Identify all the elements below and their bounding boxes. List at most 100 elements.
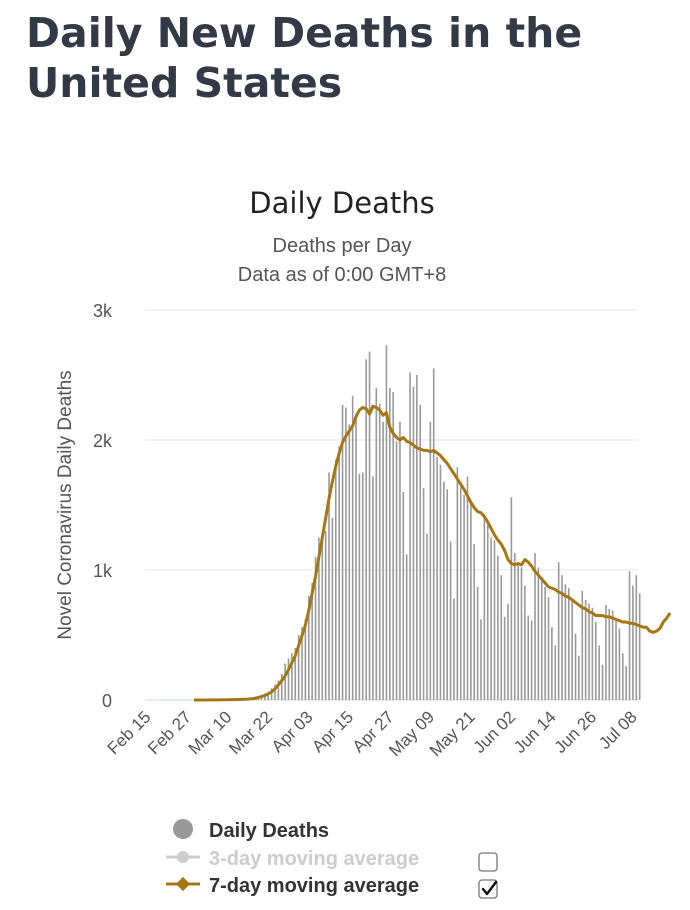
bar: [574, 633, 577, 700]
bar: [449, 541, 452, 700]
bar: [547, 597, 550, 700]
chart-grid: [145, 309, 638, 701]
bar: [439, 464, 442, 700]
bar: [463, 494, 465, 700]
bar: [618, 628, 621, 700]
x-tick-label: May 21: [426, 707, 479, 760]
bar: [389, 388, 391, 700]
bar: [588, 603, 590, 700]
bar: [578, 655, 580, 700]
bar: [385, 345, 388, 700]
legend-label: Daily Deaths: [209, 820, 329, 842]
bar-series: [193, 345, 641, 700]
bar: [638, 593, 641, 700]
bar: [304, 619, 307, 700]
bar: [287, 658, 290, 700]
y-tick-label: 1k: [93, 561, 113, 581]
bar: [591, 607, 594, 700]
x-tick-label: Jun 14: [510, 707, 560, 757]
legend-item: Daily Deaths: [173, 819, 329, 842]
legend-label: 7-day moving average: [209, 875, 419, 897]
bar: [608, 609, 611, 700]
bar: [622, 653, 624, 700]
bar: [274, 684, 276, 700]
checkbox-box: [478, 852, 498, 872]
bar: [534, 553, 536, 700]
bar: [480, 619, 482, 700]
legend-symbol-circle: [177, 851, 189, 863]
bar: [318, 537, 320, 700]
bar: [409, 372, 411, 700]
bar: [338, 446, 340, 700]
legend-checkbox-checked[interactable]: [478, 879, 498, 899]
moving-average-series: [194, 404, 672, 702]
bar: [584, 599, 587, 700]
bar: [473, 544, 476, 700]
bar: [520, 567, 523, 700]
bar: [483, 514, 486, 700]
bar: [601, 664, 604, 700]
bar: [459, 486, 462, 700]
x-tick-label: Jun 02: [470, 707, 520, 757]
chart-subtitle-line: Data as of 0:00 GMT+8: [238, 264, 446, 286]
page-title: Daily New Deaths in the United States: [26, 9, 583, 107]
bar: [334, 459, 337, 700]
bar: [419, 404, 422, 700]
bar: [554, 645, 557, 700]
bar: [598, 645, 600, 700]
x-tick-label: Apr 15: [308, 707, 357, 756]
bar: [611, 610, 614, 700]
bar: [527, 615, 530, 700]
bar: [361, 472, 364, 700]
y-tick-label: 0: [102, 691, 112, 711]
bar: [351, 395, 354, 700]
bar: [358, 473, 361, 700]
bar: [605, 605, 607, 700]
x-tick-label: Mar 10: [185, 707, 236, 758]
bar: [301, 627, 303, 700]
bar: [331, 518, 334, 700]
moving-average-line: [194, 404, 672, 702]
x-tick-label: Mar 22: [225, 707, 276, 758]
bar: [372, 476, 374, 700]
bar: [405, 554, 408, 700]
bar: [510, 497, 513, 700]
bar: [267, 692, 270, 700]
y-tick-label: 3k: [93, 301, 113, 321]
bar: [470, 503, 472, 700]
checkbox-box: [478, 879, 498, 899]
x-tick-label: Feb 27: [144, 707, 195, 758]
bar: [493, 540, 496, 700]
bar: [392, 391, 394, 700]
bar: [395, 441, 398, 700]
bar: [280, 674, 283, 700]
bar: [348, 424, 351, 700]
chart-legend: Daily Deaths 3-day moving average 7-day mo…: [166, 819, 498, 899]
bar: [307, 596, 310, 700]
bar: [341, 404, 344, 700]
bar: [466, 476, 469, 700]
bar: [476, 586, 479, 700]
bar: [446, 489, 449, 700]
legend-symbol-diamond: [175, 876, 191, 892]
bar: [311, 583, 313, 700]
bar: [399, 421, 401, 700]
bar: [571, 601, 573, 700]
bar: [615, 619, 617, 700]
legend-label: 3-day moving average: [209, 848, 419, 870]
bar: [625, 666, 627, 700]
bar: [635, 575, 638, 700]
legend-checkbox[interactable]: [478, 852, 498, 872]
bar: [355, 414, 357, 700]
bar: [507, 603, 509, 700]
bar: [314, 557, 317, 700]
x-tick-label: Jun 26: [551, 707, 601, 757]
bar: [270, 688, 273, 700]
bar: [297, 635, 300, 700]
bar: [378, 403, 381, 700]
bar: [530, 620, 533, 700]
bar: [537, 567, 540, 700]
legend-item: 3-day moving average: [166, 848, 498, 872]
